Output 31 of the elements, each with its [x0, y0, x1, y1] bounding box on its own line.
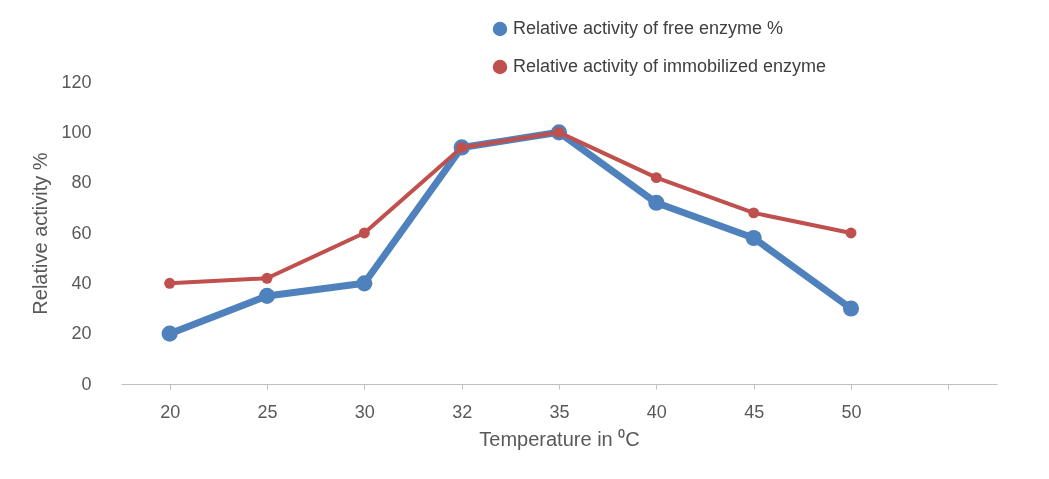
y-tick-label: 40	[71, 272, 92, 293]
legend-label: Relative activity of free enzyme %	[513, 18, 784, 38]
point	[261, 272, 273, 284]
x-tick-label: 35	[549, 401, 570, 422]
point	[650, 172, 662, 184]
point	[748, 207, 760, 219]
x-tick-label: 25	[257, 401, 278, 422]
x-tick-label: 32	[452, 401, 473, 422]
y-tick-label: 60	[71, 222, 92, 243]
x-tick-label: 30	[354, 401, 375, 422]
y-tick-label: 80	[71, 172, 92, 193]
x-tick-label: 20	[160, 401, 181, 422]
x-tick-label: 40	[646, 401, 667, 422]
point	[648, 194, 665, 211]
x-tick-label: 50	[841, 401, 862, 422]
point	[161, 325, 178, 342]
y-tick-label: 100	[61, 121, 92, 142]
point	[358, 227, 370, 239]
x-axis-title: Temperature in ⁰C	[479, 427, 640, 450]
legend-label: Relative activity of immobilized enzyme	[513, 56, 827, 76]
y-tick-label: 0	[81, 373, 92, 394]
y-axis-title: Relative activity %	[29, 152, 52, 315]
point	[845, 227, 857, 239]
x-tick-label: 45	[744, 401, 765, 422]
point	[842, 300, 860, 317]
point	[164, 277, 176, 289]
y-tick-label: 20	[71, 323, 92, 344]
point	[258, 287, 276, 304]
y-tick-label: 120	[61, 71, 92, 92]
point	[745, 229, 762, 247]
point	[356, 275, 373, 292]
